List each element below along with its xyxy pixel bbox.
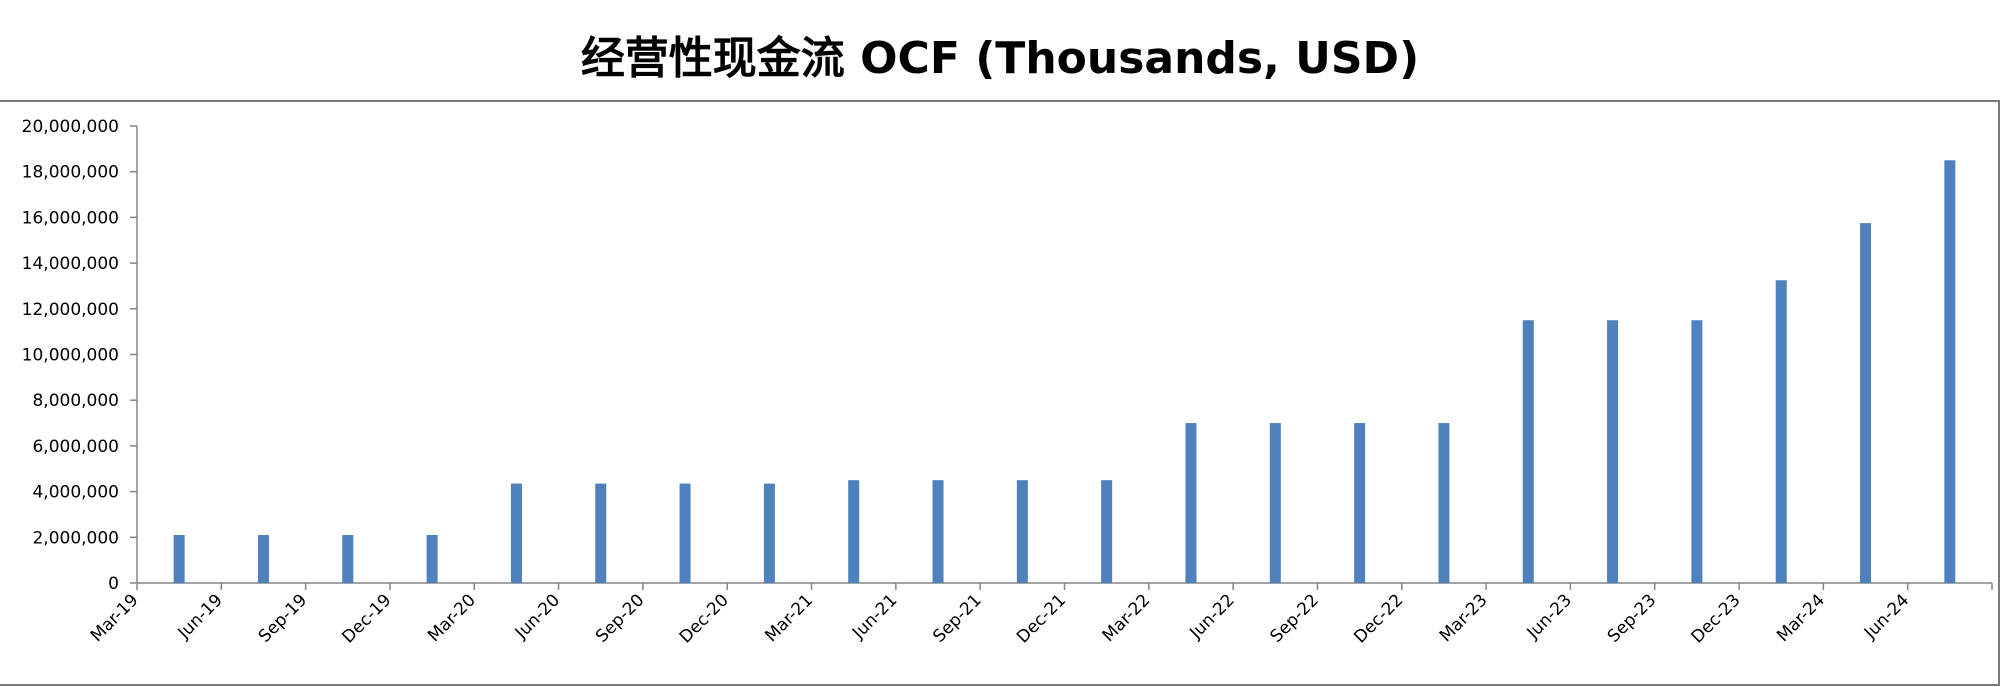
x-tick-label: Dec-21 [1013,590,1070,647]
x-tick-label: Sep-22 [1267,590,1323,646]
y-tick-label: 12,000,000 [22,300,119,320]
x-axis: Mar-19 Jun-19 Sep-19 Dec-19 Mar-20 Jun-20 Sep-… [87,582,1993,647]
bar [426,535,438,583]
bar [1016,480,1028,583]
bar [932,480,944,583]
x-tick-label: Mar-24 [1773,590,1829,646]
x-tick-label: Mar-23 [1436,590,1492,646]
bar [1522,320,1534,583]
y-axis: 0 2,000,000 4,000,000 6,000,000 8,000,000 10,… [22,117,138,594]
chart-frame [0,100,2000,686]
bar [1691,320,1703,583]
x-tick-label: Dec-20 [676,590,733,647]
y-tick-label: 16,000,000 [22,208,119,228]
x-tick-label: Jun-20 [511,590,564,643]
y-tick-label: 0 [108,574,119,594]
x-tick-label: Sep-19 [255,590,311,646]
y-tick-label: 20,000,000 [22,117,119,137]
bar [1354,423,1366,583]
bar [510,483,522,583]
x-tick-label: Jun-21 [848,590,901,643]
bar [1185,423,1197,583]
x-tick-label: Mar-19 [87,590,143,646]
x-tick-label: Dec-19 [338,590,395,647]
x-tick-label: Dec-23 [1688,590,1745,647]
bar [173,535,185,583]
x-tick-label: Sep-23 [1604,590,1660,646]
bar [848,480,860,583]
bar [595,483,607,583]
x-tick-label: Jun-22 [1185,590,1238,643]
bar [342,535,354,583]
x-tick-label: Sep-20 [592,590,648,646]
y-tick-label: 10,000,000 [22,346,119,366]
y-tick-label: 6,000,000 [32,437,119,457]
bar [1775,280,1787,583]
bar [257,535,269,583]
bar [763,483,775,583]
chart-title: 经营性现金流 OCF (Thousands, USD) [580,33,1420,84]
x-tick-label: Jun-24 [1860,590,1913,643]
y-tick-label: 14,000,000 [22,254,119,274]
bar [1607,320,1619,583]
bar [1944,160,1956,583]
chart-frame-right-edge [1998,100,2000,686]
x-tick-label: Jun-19 [174,590,227,643]
x-tick-label: Jun-23 [1523,590,1576,643]
bar [679,483,691,583]
bar [1438,423,1450,583]
bars [173,160,1956,584]
bar [1860,223,1872,584]
x-tick-label: Sep-21 [929,590,985,646]
y-tick-label: 8,000,000 [32,391,119,411]
bar [1101,480,1113,583]
x-tick-label: Dec-22 [1350,590,1407,647]
bar [1269,423,1281,583]
y-tick-label: 4,000,000 [32,483,119,503]
x-tick-label: Mar-22 [1099,590,1155,646]
x-tick-label: Mar-21 [761,590,817,646]
x-tick-label: Mar-20 [424,590,480,646]
y-tick-label: 18,000,000 [22,163,119,183]
y-tick-label: 2,000,000 [32,528,119,548]
